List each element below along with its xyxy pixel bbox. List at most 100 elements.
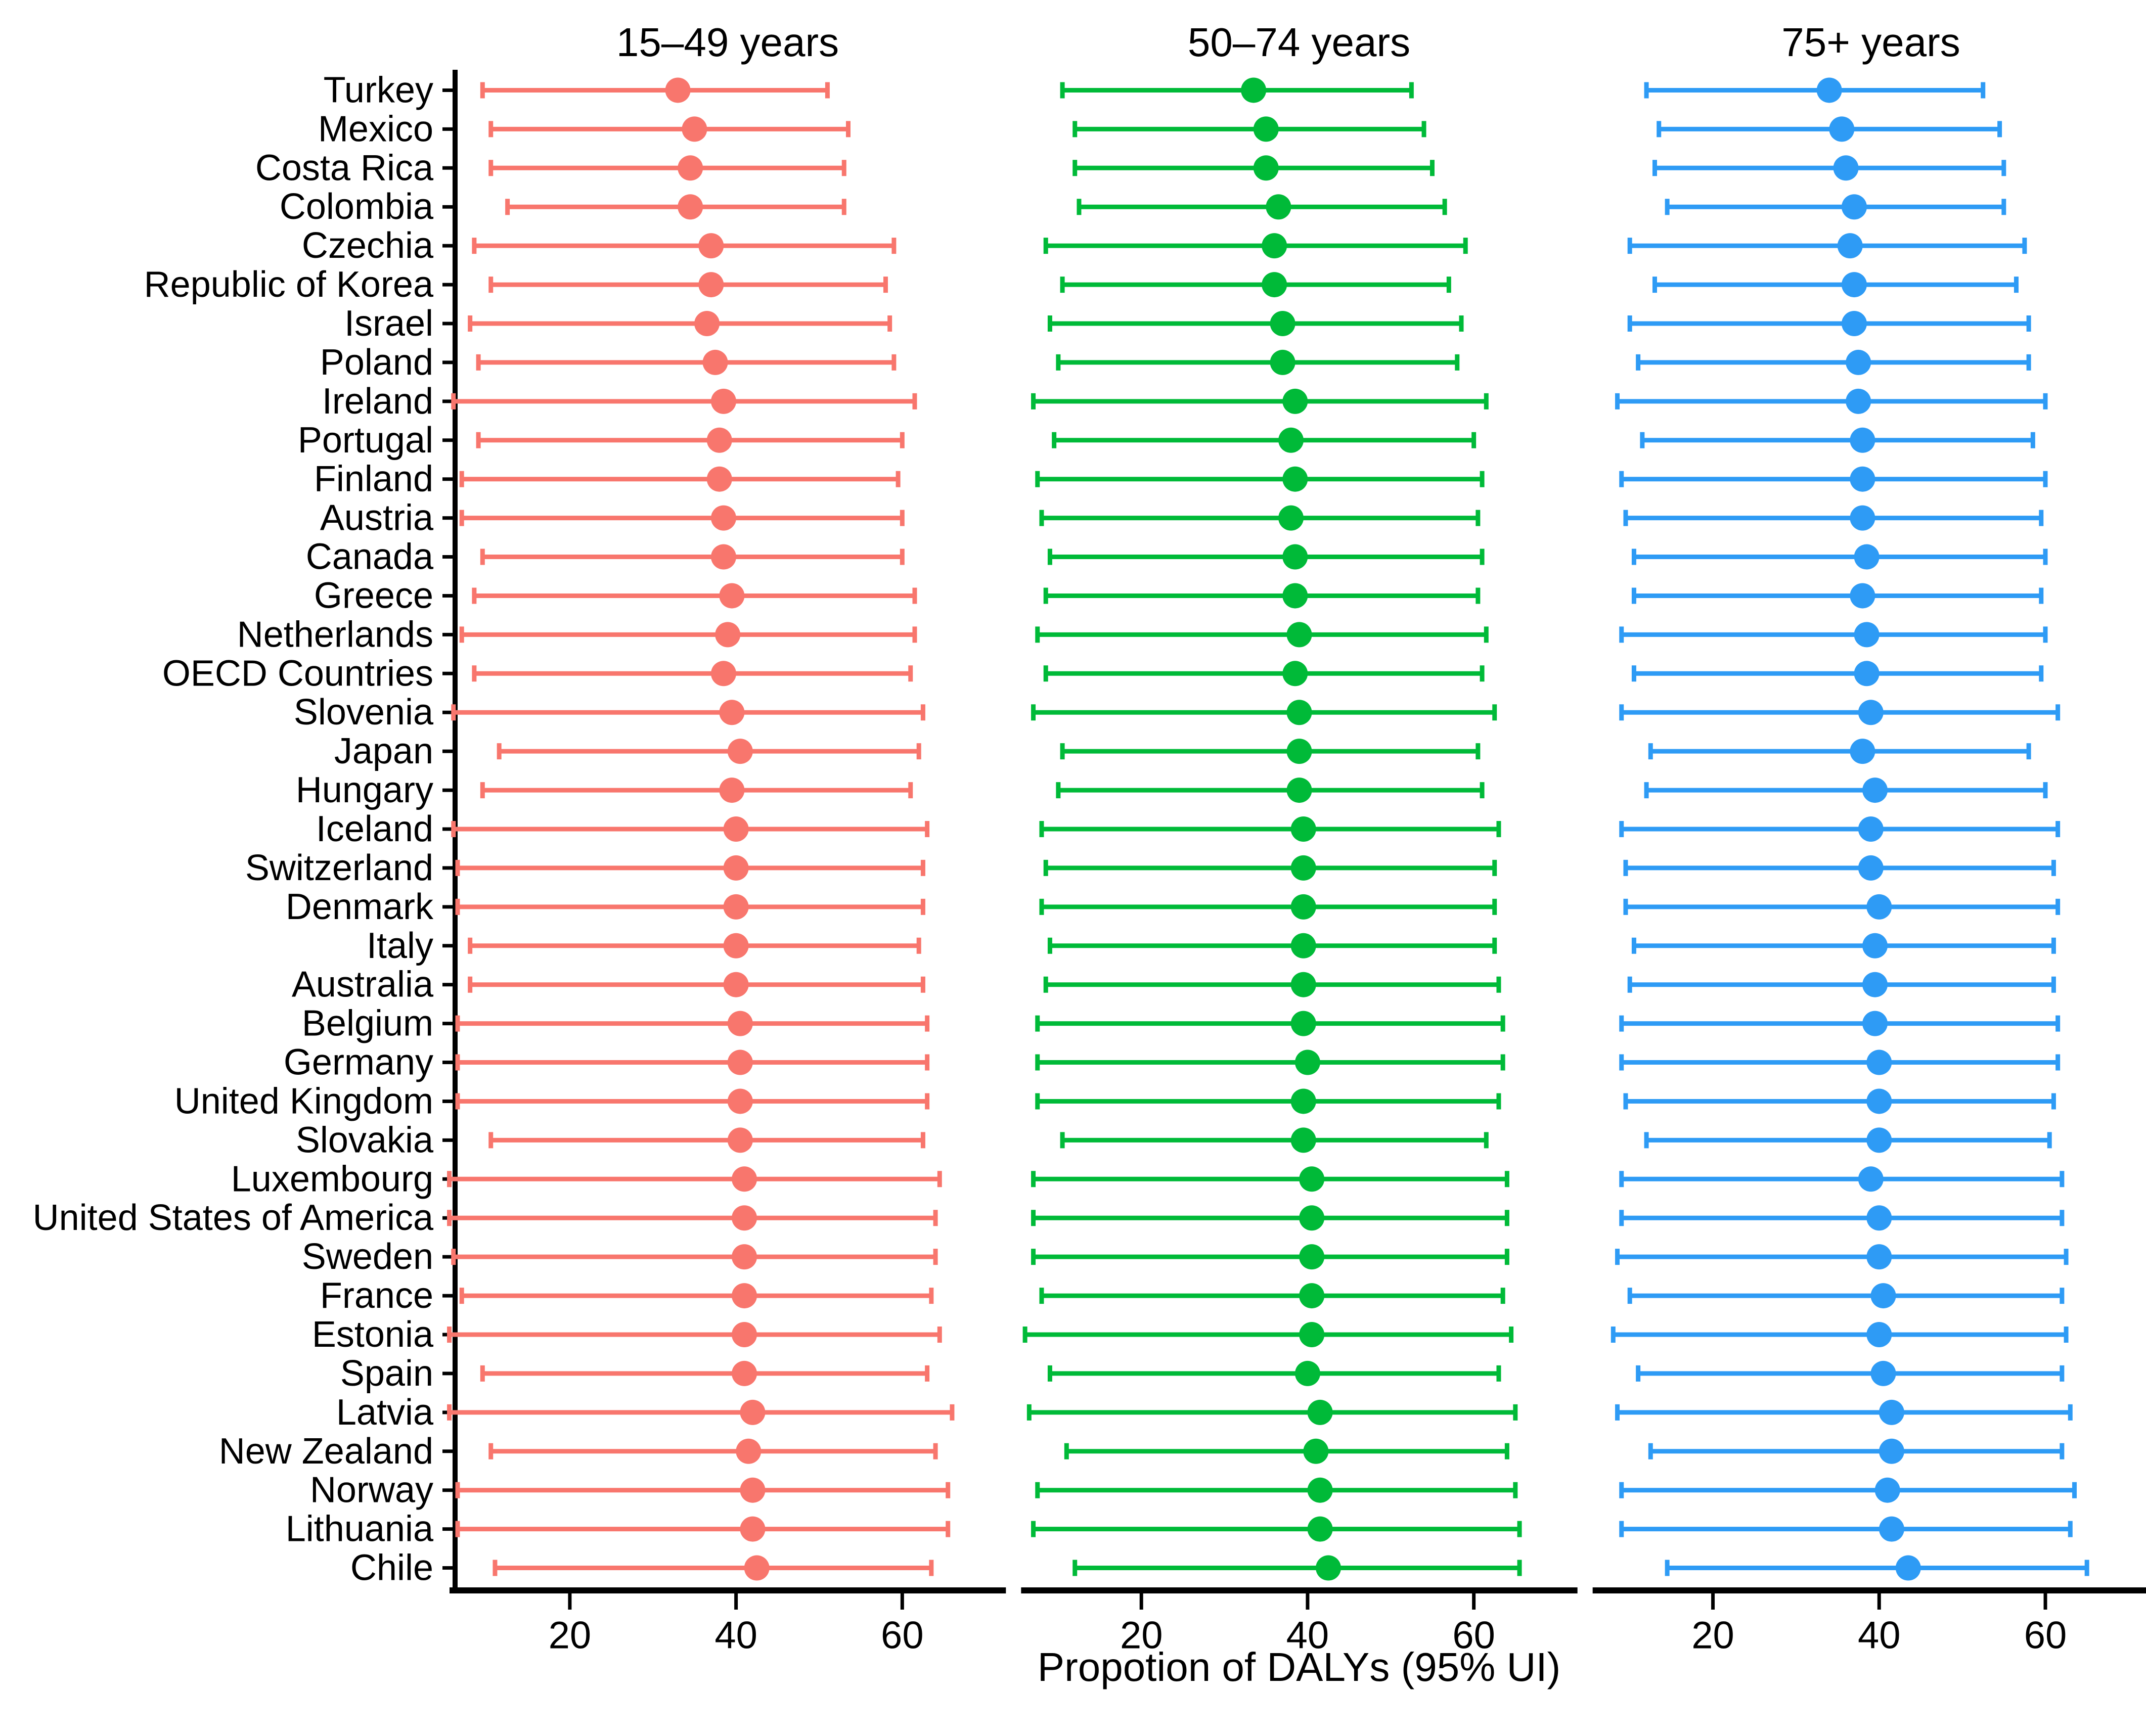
point-dot (1895, 1555, 1921, 1581)
point-dot (706, 427, 732, 453)
country-label: Chile (350, 1548, 433, 1588)
whisker-row (1077, 194, 1447, 220)
whisker-row (1035, 1088, 1501, 1114)
point-dot (1299, 1205, 1325, 1231)
point-dot (1303, 1438, 1329, 1464)
whisker-row (1623, 855, 2056, 881)
point-dot (719, 583, 745, 609)
whisker-row (451, 1244, 938, 1270)
point-dot (1858, 855, 1884, 881)
whisker-row (1072, 155, 1435, 181)
x-axis-line (450, 1587, 1006, 1593)
whisker-row (1644, 778, 2048, 803)
point-dot (723, 894, 749, 920)
point-dot (1299, 1283, 1325, 1309)
whisker-row (455, 1011, 930, 1036)
country-label: Switzerland (245, 848, 433, 888)
whisker-row (1043, 855, 1497, 881)
country-label: Ireland (322, 381, 433, 422)
country-label: Austria (320, 498, 434, 538)
whisker-row (1060, 1127, 1489, 1153)
whisker-row (1652, 272, 2019, 298)
point-dot (1286, 778, 1312, 803)
whisker-row (1619, 1049, 2061, 1075)
point-dot (727, 1088, 753, 1114)
x-tick-label: 40 (1858, 1614, 1901, 1657)
x-tick-label: 20 (1691, 1614, 1734, 1657)
point-dot (727, 739, 753, 764)
point-dot (1286, 700, 1312, 725)
whisker-row (1060, 272, 1451, 298)
point-dot (1307, 1516, 1333, 1542)
point-dot (1290, 894, 1316, 920)
whisker-row (1039, 1283, 1505, 1309)
whisker-row (1035, 1011, 1505, 1036)
panel-title-50-74: 50–74 years (1187, 20, 1411, 65)
whisker-row (447, 1166, 942, 1192)
country-label: Finland (314, 459, 433, 499)
whisker-row (488, 1127, 925, 1153)
point-dot (1294, 1360, 1320, 1386)
country-label: OECD Countries (162, 653, 433, 694)
point-dot (1286, 622, 1312, 648)
whisker-row (1031, 1166, 1509, 1192)
point-dot (1850, 505, 1875, 531)
whisker-row (1619, 1477, 2077, 1503)
whisker-row (1031, 1205, 1509, 1231)
whisker-row (451, 388, 917, 414)
whisker-row (451, 816, 930, 842)
whisker-row (1644, 1127, 2052, 1153)
x-axis-label: Propotion of DALYs (95% UI) (1037, 1644, 1561, 1689)
whisker-row (1665, 1555, 2089, 1581)
point-dot (1837, 233, 1863, 259)
point-dot (1299, 1322, 1325, 1347)
whisker-row (480, 544, 905, 570)
whisker-row (1047, 544, 1485, 570)
point-dot (1307, 1399, 1333, 1425)
whisker-row (1636, 1360, 2065, 1386)
whisker-row (476, 427, 905, 453)
whisker-row (472, 661, 913, 687)
whisker-row (1022, 1322, 1514, 1347)
country-label: Czechia (302, 225, 434, 266)
whisker-row (1072, 116, 1426, 142)
point-dot (1290, 855, 1316, 881)
point-dot (1290, 972, 1316, 997)
point-dot (710, 661, 736, 687)
point-dot (723, 855, 749, 881)
point-dot (1294, 1049, 1320, 1075)
whisker-row (1035, 622, 1489, 648)
panel-title-75plus: 75+ years (1781, 20, 1960, 65)
whisker-row (1619, 1011, 2061, 1036)
point-dot (1299, 1244, 1325, 1270)
whisker-row (1619, 622, 2048, 648)
whisker-row (497, 739, 921, 764)
point-dot (698, 272, 724, 298)
whisker-row (1047, 1360, 1501, 1386)
x-tick-label: 20 (1120, 1614, 1163, 1657)
point-dot (1307, 1477, 1333, 1503)
point-dot (1858, 1166, 1884, 1192)
point-dot (678, 155, 703, 181)
whisker-row (1619, 1516, 2073, 1542)
point-dot (723, 816, 749, 842)
point-dot (710, 388, 736, 414)
whisker-row (480, 1360, 930, 1386)
whisker-row (1060, 77, 1414, 103)
point-dot (1862, 972, 1888, 997)
country-label: Costa Rica (255, 148, 434, 188)
point-dot (723, 933, 749, 958)
point-dot (715, 622, 741, 648)
whisker-row (488, 272, 888, 298)
country-label: Germany (284, 1042, 433, 1083)
point-dot (1270, 349, 1295, 375)
point-dot (1266, 194, 1291, 220)
whisker-row (455, 1516, 951, 1542)
country-label: Italy (367, 926, 433, 966)
point-dot (719, 700, 745, 725)
whisker-row (1060, 739, 1481, 764)
point-dot (732, 1322, 757, 1347)
point-dot (1816, 77, 1842, 103)
point-dot (744, 1555, 770, 1581)
